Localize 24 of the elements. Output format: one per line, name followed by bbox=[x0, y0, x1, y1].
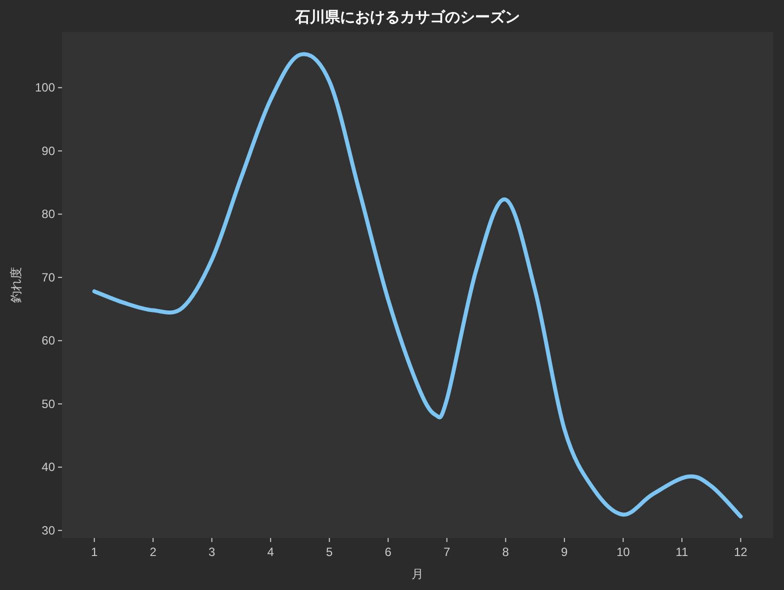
chart-title: 石川県におけるカサゴのシーズン bbox=[294, 9, 520, 26]
x-tick-label: 10 bbox=[616, 545, 630, 559]
y-axis-title: 釣れ度 bbox=[9, 267, 23, 303]
x-tick-label: 4 bbox=[267, 545, 274, 559]
x-tick-label: 6 bbox=[384, 545, 392, 559]
y-tick-label: 50 bbox=[42, 396, 56, 411]
y-tick-label: 70 bbox=[42, 270, 56, 284]
x-tick-label: 5 bbox=[326, 545, 334, 559]
y-tick-label: 90 bbox=[42, 144, 56, 158]
y-tick-label: 30 bbox=[42, 523, 56, 538]
line-series bbox=[92, 52, 743, 518]
y-tick-label: 40 bbox=[42, 460, 56, 474]
y-tick-label: 100 bbox=[34, 80, 56, 95]
x-axis-title: 月 bbox=[412, 567, 424, 581]
x-tick-label: 9 bbox=[561, 545, 568, 559]
x-tick-label: 7 bbox=[444, 545, 451, 559]
x-tick-label: 12 bbox=[734, 545, 748, 559]
x-tick-label: 3 bbox=[208, 545, 216, 559]
x-tick-label: 11 bbox=[676, 545, 688, 559]
x-tick-label: 2 bbox=[150, 545, 157, 559]
y-tick-label: 60 bbox=[42, 334, 56, 348]
y-tick-label: 80 bbox=[42, 207, 56, 222]
x-tick-label: 8 bbox=[502, 545, 510, 559]
x-tick-label: 1 bbox=[90, 545, 98, 559]
